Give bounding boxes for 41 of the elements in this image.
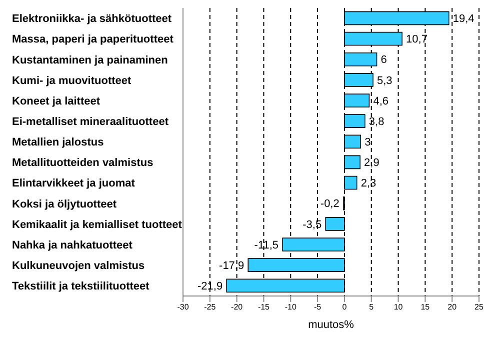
y-tick-label: Kemikaalit ja kemialliset tuotteet [12,218,182,231]
data-label: -11,5 [254,239,279,252]
data-label: 3 [364,136,371,148]
x-axis-title: muutos% [308,319,354,331]
y-tick-label: Koksi ja öljytuotteet [12,198,117,210]
y-tick-label: Kumi- ja muovituotteet [12,74,132,87]
y-tick-label: Elektroniikka- ja sähkötuotteet [12,13,172,26]
data-label: 2,9 [364,157,380,170]
data-label: 5,3 [376,74,392,87]
y-tick-label: Metallituotteiden valmistus [12,157,154,170]
x-tick-label: 5 [369,302,374,312]
y-tick-label: Koneet ja laitteet [12,95,100,108]
x-tick-label: 20 [448,302,458,312]
data-label: -0,2 [320,198,340,210]
x-tick-label: -20 [231,302,244,312]
data-label: -21,9 [198,280,223,292]
y-tick-label: Kustantaminen ja painaminen [12,54,168,66]
y-tick-label: Tekstiilit ja tekstiilituotteet [12,280,150,293]
y-tick-label: Kulkuneuvojen valmistus [12,260,145,272]
y-tick-label: Nahka ja nahkatuotteet [12,239,133,252]
x-tick-label: -15 [258,302,270,312]
data-label: 3,8 [368,116,384,128]
x-tick-label: -5 [314,302,322,312]
y-tick-label: Massa, paperi ja paperituotteet [12,34,174,46]
x-tick-label: -10 [284,302,297,312]
data-label: 2,3 [360,178,376,190]
data-label: -3,5 [302,218,322,231]
data-label: -17,9 [219,260,244,272]
x-tick-label: -25 [204,302,216,312]
x-tick-label: -30 [177,302,190,312]
data-label: 10,7 [406,34,428,46]
data-label: 6 [380,54,387,66]
x-tick-label: 10 [394,302,404,312]
y-tick-label: Metallien jalostus [12,136,104,149]
x-tick-label: 15 [420,302,430,312]
data-label: 19,4 [452,13,474,26]
x-tick-label: 25 [474,302,484,312]
y-tick-label: Ei-metalliset mineraalituotteet [12,116,169,128]
y-tick-label: Elintarvikkeet ja juomat [12,178,136,190]
data-label: 4,6 [373,95,389,108]
x-tick-label: 0 [342,302,348,312]
